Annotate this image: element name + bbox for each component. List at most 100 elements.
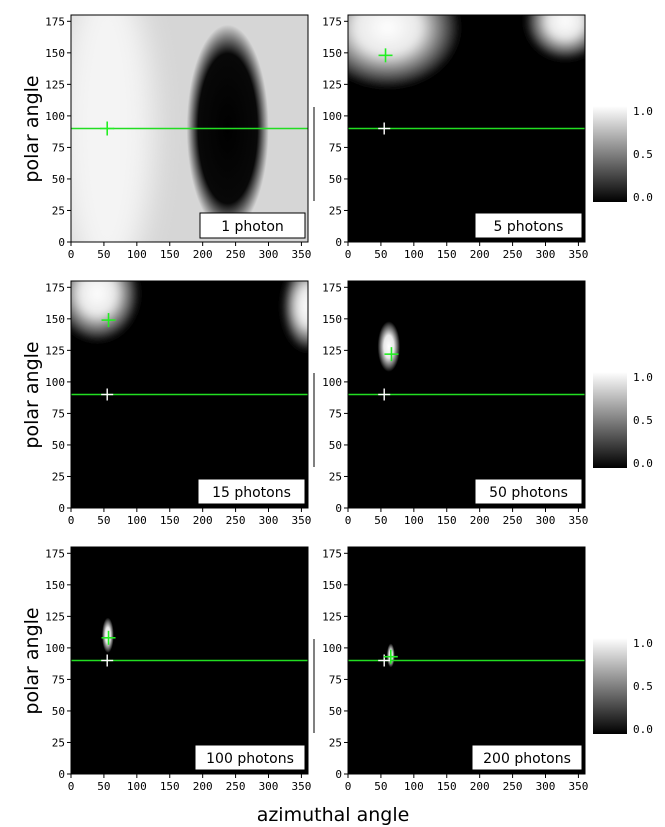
x-axis-title: azimuthal angle	[257, 804, 410, 826]
x-tick-label: 150	[160, 248, 180, 261]
y-tick-label: 0	[58, 236, 65, 249]
x-tick-label: 100	[127, 780, 147, 793]
x-tick-label: 100	[127, 248, 147, 261]
y-tick-label: 50	[329, 439, 342, 452]
y-tick-label: 150	[322, 313, 342, 326]
y-tick-label: 50	[52, 439, 65, 452]
colorbar-gradient	[593, 372, 627, 468]
panel-label-box	[471, 744, 583, 771]
y-tick-label: 125	[322, 610, 342, 623]
y-tick-label: 175	[45, 281, 65, 294]
panel-frame	[347, 14, 586, 243]
colorbar-gradient	[593, 638, 627, 734]
y-tick-label: 0	[335, 236, 342, 249]
x-tick-label: 50	[97, 780, 110, 793]
x-tick-label: 350	[291, 248, 311, 261]
x-tick-label: 200	[470, 780, 490, 793]
x-tick-label: 200	[193, 514, 213, 527]
colorbar-gradient	[593, 106, 627, 202]
x-tick-label: 350	[291, 780, 311, 793]
y-tick-label: 50	[52, 173, 65, 186]
panel-label: 15 photons	[212, 485, 291, 501]
x-tick-label: 0	[68, 514, 75, 527]
likelihood-blob	[525, 15, 585, 60]
y-tick-label: 75	[329, 407, 342, 420]
likelihood-blob	[377, 321, 401, 372]
y-tick-label: 75	[52, 141, 65, 154]
x-tick-label: 350	[568, 780, 588, 793]
heatmap	[348, 547, 585, 774]
x-tick-label: 0	[68, 248, 75, 261]
panel-label: 1 photon	[221, 219, 284, 235]
panel-5: 0 50 100 150 200 250 300 350 0 25 50 75 100 125 150 175…	[45, 546, 311, 793]
heatmap	[71, 281, 308, 508]
panel-label-box	[194, 744, 306, 771]
panel-frame	[70, 280, 309, 509]
y-tick-label: 75	[329, 673, 342, 686]
x-tick-label: 300	[259, 780, 279, 793]
panel-1: 0 50 100 150 200 250 300 350 0 25 50 75 100 125 150 175…	[45, 14, 311, 261]
x-tick-label: 0	[345, 780, 352, 793]
y-tick-label: 75	[329, 141, 342, 154]
y-tick-label: 150	[322, 47, 342, 60]
panel-6: 0 50 100 150 200 250 300 350 0 25 50 75 100 125 150 175…	[322, 546, 588, 793]
panel-label-box	[474, 478, 583, 505]
heatmap	[71, 15, 308, 242]
x-tick-label: 200	[470, 514, 490, 527]
x-tick-label: 300	[259, 248, 279, 261]
panel-frame	[347, 280, 586, 509]
y-tick-label: 175	[45, 547, 65, 560]
panel-frame	[70, 14, 309, 243]
y-tick-label: 75	[52, 673, 65, 686]
x-tick-label: 300	[536, 514, 556, 527]
x-tick-label: 150	[437, 248, 457, 261]
y-tick-label: 100	[322, 376, 342, 389]
x-tick-label: 250	[226, 514, 246, 527]
panel-label: 5 photons	[494, 219, 564, 235]
x-tick-label: 350	[568, 514, 588, 527]
x-tick-label: 150	[437, 514, 457, 527]
colorbar-tick-label: 0.0	[633, 191, 653, 204]
colorbar-tick-label: 1.0	[633, 371, 653, 384]
y-tick-label: 175	[322, 281, 342, 294]
x-tick-label: 150	[437, 780, 457, 793]
y-tick-label: 125	[322, 344, 342, 357]
x-tick-label: 0	[68, 780, 75, 793]
y-tick-label: 0	[58, 768, 65, 781]
y-tick-label: 150	[45, 579, 65, 592]
y-tick-label: 75	[52, 407, 65, 420]
heatmap	[71, 547, 308, 774]
axis-titles: polar angle polar angle polar angle azim…	[21, 75, 409, 826]
y-tick-label: 25	[52, 470, 65, 483]
colorbar-tick-label: 0.0	[633, 457, 653, 470]
colorbar-tick-label: 1.0	[633, 105, 653, 118]
colorbar-tick-label: 0.0	[633, 723, 653, 736]
colorbar-2: 1.0 0.5 0.0	[313, 371, 653, 470]
y-tick-label: 50	[52, 705, 65, 718]
panel-label-box	[199, 212, 306, 239]
y-tick-label: 25	[329, 204, 342, 217]
y-tick-label: 175	[322, 547, 342, 560]
x-tick-label: 350	[568, 248, 588, 261]
x-tick-label: 200	[193, 780, 213, 793]
panel-2: 0 50 100 150 200 250 300 350 0 25 50 75 100 125 150 175…	[322, 14, 588, 261]
x-tick-label: 50	[374, 248, 387, 261]
panel-label: 200 photons	[483, 751, 571, 767]
colorbar-1: 1.0 0.5 0.0	[313, 105, 653, 204]
y-tick-label: 125	[45, 610, 65, 623]
y-tick-label: 175	[45, 15, 65, 28]
y-tick-label: 0	[335, 502, 342, 515]
x-tick-label: 100	[404, 248, 424, 261]
x-tick-label: 250	[503, 248, 523, 261]
panel-label-box	[474, 212, 583, 239]
x-tick-label: 350	[291, 514, 311, 527]
x-tick-label: 50	[374, 514, 387, 527]
panel-frame	[70, 546, 309, 775]
colorbars: 1.0 0.5 0.0 1.0 0.5 0.0 1.0 0.5 0.0	[313, 105, 653, 736]
x-tick-label: 100	[127, 514, 147, 527]
x-tick-label: 250	[226, 780, 246, 793]
x-tick-label: 100	[404, 780, 424, 793]
panels: 0 50 100 150 200 250 300 3500255075100125150175…	[45, 14, 588, 793]
likelihood-blob	[71, 281, 139, 341]
